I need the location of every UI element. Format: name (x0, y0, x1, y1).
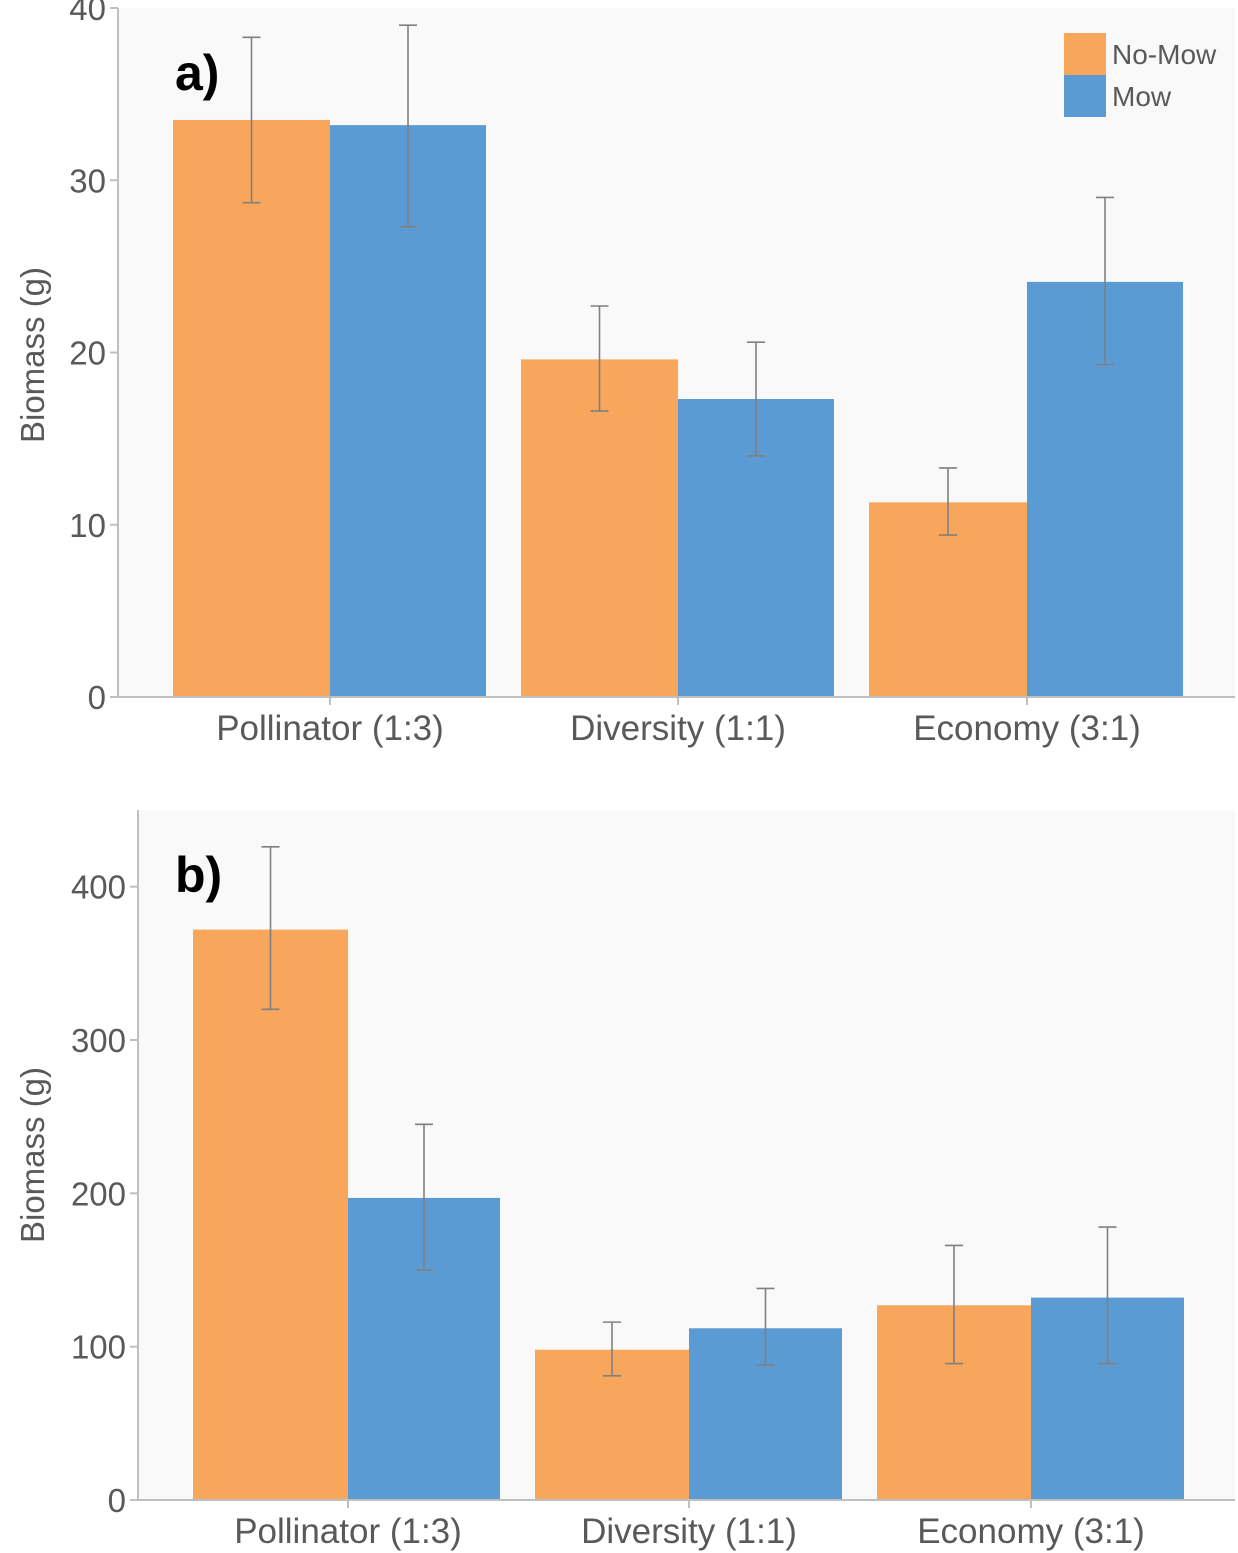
legend-swatch-no-mow (1064, 33, 1106, 75)
y-tick-label: 0 (88, 679, 106, 716)
y-axis-title: Biomass (g) (14, 267, 51, 443)
category-label: Diversity (1:1) (581, 1512, 797, 1551)
y-axis-title: Biomass (g) (14, 1067, 51, 1243)
y-tick-label: 300 (71, 1022, 126, 1059)
error-bar-mow-2 (756, 1287, 775, 1366)
y-tick-label: 200 (71, 1175, 126, 1212)
legend-label: Mow (1112, 81, 1172, 112)
category-label: Diversity (1:1) (570, 709, 786, 748)
legend-swatch-mow (1064, 75, 1106, 117)
error-bar-mow-3 (1096, 196, 1114, 366)
bar-no-mow-2 (521, 359, 678, 697)
error-bar-mow-3 (1098, 1226, 1117, 1365)
error-bar-no-mow-1 (242, 36, 261, 204)
error-bar-mow-1 (415, 1123, 433, 1271)
y-tick-label: 400 (71, 869, 126, 906)
error-bar-no-mow-2 (590, 305, 609, 412)
error-bar-no-mow-3 (945, 1244, 963, 1365)
panel-label: b) (175, 847, 222, 903)
error-bar-mow-1 (399, 24, 417, 228)
category-label: Economy (3:1) (917, 1512, 1145, 1551)
bar-no-mow-1 (173, 119, 330, 697)
category-label: Pollinator (1:3) (234, 1512, 462, 1551)
legend-label: No-Mow (1112, 39, 1217, 70)
y-tick-label: 10 (69, 507, 106, 544)
chart-panel-1: 0 10 20 30 40 Pollinator (1:3) Diversity (1:1)… (14, 0, 1235, 748)
bar-no-mow-1 (193, 929, 348, 1500)
category-label: Pollinator (1:3) (216, 709, 444, 748)
error-bar-no-mow-1 (261, 845, 280, 1011)
error-bar-mow-2 (747, 341, 765, 457)
y-tick-label: 20 (69, 335, 106, 372)
category-label: Economy (3:1) (913, 709, 1141, 748)
y-tick-label: 30 (69, 162, 106, 199)
error-bar-no-mow-3 (939, 467, 957, 536)
y-tick-label: 100 (71, 1329, 126, 1366)
y-tick-label: 0 (108, 1482, 126, 1519)
error-bar-no-mow-2 (603, 1321, 621, 1377)
chart-panel-2: 0 100 200 300 400 Pollinator (1:3) Diversity (… (14, 810, 1235, 1551)
legend: No-Mow Mow (1064, 33, 1217, 117)
y-tick-label: 40 (69, 0, 106, 27)
panel-label: a) (175, 45, 219, 101)
